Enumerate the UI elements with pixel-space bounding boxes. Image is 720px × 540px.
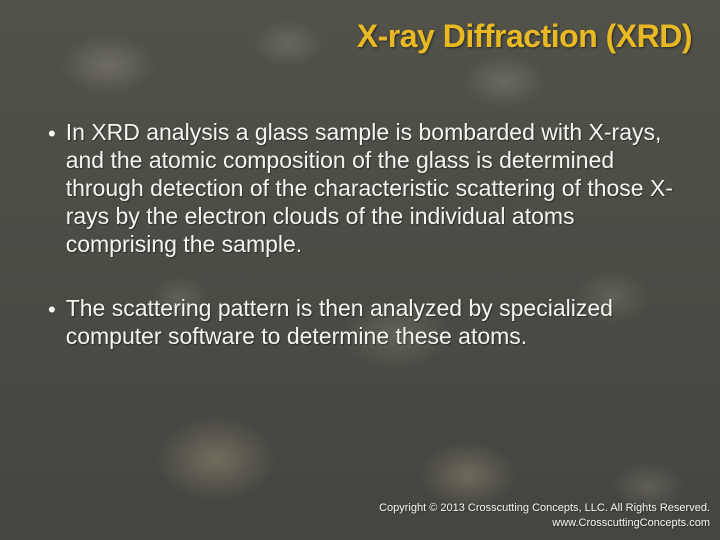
slide-footer: Copyright © 2013 Crosscutting Concepts, … (379, 501, 710, 530)
bullet-marker-icon: • (48, 120, 56, 148)
bullet-item: • The scattering pattern is then analyze… (48, 294, 680, 350)
footer-copyright: Copyright © 2013 Crosscutting Concepts, … (379, 501, 710, 515)
footer-url: www.CrosscuttingConcepts.com (379, 516, 710, 530)
bullet-item: • In XRD analysis a glass sample is bomb… (48, 118, 680, 258)
bullet-marker-icon: • (48, 296, 56, 324)
bullet-text: The scattering pattern is then analyzed … (66, 294, 680, 350)
slide-title: X-ray Diffraction (XRD) (357, 18, 692, 55)
bullet-text: In XRD analysis a glass sample is bombar… (66, 118, 680, 258)
slide-content: • In XRD analysis a glass sample is bomb… (48, 118, 680, 386)
slide-container: X-ray Diffraction (XRD) • In XRD analysi… (0, 0, 720, 540)
